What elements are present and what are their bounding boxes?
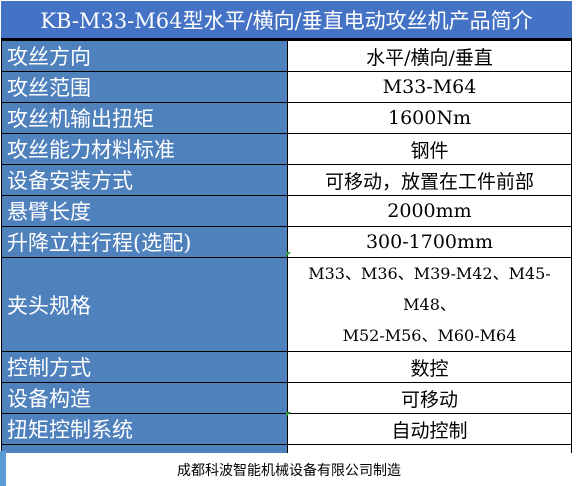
table-row: 扭矩控制系统 自动控制 <box>1 413 572 445</box>
table-row: 设备安装方式 可移动，放置在工件前部 <box>1 164 572 196</box>
table-row: 设备构造 可移动 <box>1 382 572 414</box>
table-row: 攻丝机输出扭矩 1600Nm <box>1 102 572 134</box>
row-label-chuck-spec: 夹头规格 <box>1 257 288 352</box>
table-row: 悬臂长度 2000mm <box>1 195 572 227</box>
row-value-tapping-direction[interactable]: 水平/横向/垂直 <box>287 40 572 72</box>
table-row: 攻丝范围 M33-M64 <box>1 71 572 103</box>
row-label-equipment-structure: 设备构造 <box>1 382 288 414</box>
row-value-output-torque[interactable]: 1600Nm <box>287 102 572 134</box>
row-value-material-standard[interactable]: 钢件 <box>287 133 572 165</box>
row-value-control-method[interactable]: 数控 <box>287 351 572 383</box>
row-label-torque-control: 扭矩控制系统 <box>1 413 288 445</box>
row-label-tapping-direction: 攻丝方向 <box>1 40 288 72</box>
row-label-column-stroke: 升降立柱行程(选配) <box>1 226 288 258</box>
row-label-tapping-range: 攻丝范围 <box>1 71 288 103</box>
row-label-control-method: 控制方式 <box>1 351 288 383</box>
chuck-spec-line-2: M52-M56、M60-M64 <box>342 326 517 345</box>
table-row: 控制方式 数控 <box>1 351 572 383</box>
manufacturer-footer: 成都科波智能机械设备有限公司制造 <box>6 453 572 486</box>
row-value-torque-control[interactable]: 自动控制 <box>287 413 572 445</box>
sheet-right-edge <box>573 0 577 486</box>
row-value-arm-length[interactable]: 2000mm <box>287 195 572 227</box>
spec-table: 攻丝方向 水平/横向/垂直 攻丝范围 M33-M64 攻丝机输出扭矩 1600N… <box>1 40 572 485</box>
row-label-installation-method: 设备安装方式 <box>1 164 288 196</box>
cell-marker-icon <box>286 412 291 417</box>
row-value-tapping-range[interactable]: M33-M64 <box>287 71 572 103</box>
row-value-chuck-spec[interactable]: M33、M36、M39-M42、M45-M48、 M52-M56、M60-M64 <box>287 257 572 352</box>
cell-marker-icon <box>286 252 291 257</box>
table-row: 升降立柱行程(选配) 300-1700mm <box>1 226 572 258</box>
row-label-material-standard: 攻丝能力材料标准 <box>1 133 288 165</box>
chuck-spec-line-1: M33、M36、M39-M42、M45-M48、 <box>308 264 551 314</box>
row-value-column-stroke[interactable]: 300-1700mm <box>287 226 572 258</box>
table-row: 夹头规格 M33、M36、M39-M42、M45-M48、 M52-M56、M6… <box>1 257 572 352</box>
row-label-arm-length: 悬臂长度 <box>1 195 288 227</box>
row-value-equipment-structure[interactable]: 可移动 <box>287 382 572 414</box>
footer-accent-strip <box>0 451 6 486</box>
row-label-output-torque: 攻丝机输出扭矩 <box>1 102 288 134</box>
table-row: 攻丝能力材料标准 钢件 <box>1 133 572 165</box>
table-row: 攻丝方向 水平/横向/垂直 <box>1 40 572 72</box>
sheet-title: KB-M33-M64型水平/横向/垂直电动攻丝机产品简介 <box>1 1 572 40</box>
row-value-installation-method[interactable]: 可移动，放置在工件前部 <box>287 164 572 196</box>
